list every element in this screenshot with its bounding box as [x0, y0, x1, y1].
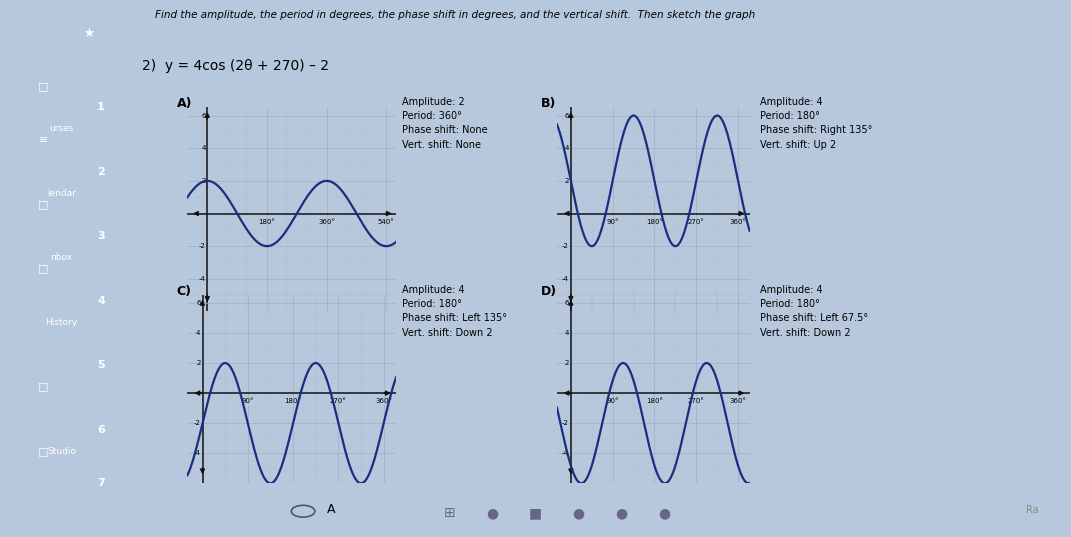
Text: 360°: 360° [729, 398, 746, 404]
Text: nbox: nbox [50, 253, 73, 262]
Text: 3: 3 [97, 231, 105, 241]
Text: ●: ● [615, 506, 628, 520]
Text: Amplitude: 4
Period: 180°
Phase shift: Left 67.5°
Vert. shift: Down 2: Amplitude: 4 Period: 180° Phase shift: L… [760, 285, 869, 338]
Text: 6: 6 [564, 113, 569, 119]
Text: □: □ [37, 264, 48, 273]
Text: □: □ [37, 199, 48, 209]
Text: 2)  y = 4cos (2θ + 270) – 2: 2) y = 4cos (2θ + 270) – 2 [142, 59, 329, 72]
Text: 90°: 90° [242, 398, 254, 404]
Text: □: □ [37, 81, 48, 91]
Text: 90°: 90° [606, 219, 619, 225]
Text: 180°: 180° [258, 219, 275, 225]
Text: 270°: 270° [688, 219, 705, 225]
Text: C): C) [177, 285, 192, 297]
Text: 180°: 180° [646, 219, 663, 225]
Text: 270°: 270° [688, 398, 705, 404]
Text: 2: 2 [97, 167, 105, 177]
Text: ■: ■ [529, 506, 542, 520]
Text: 4: 4 [196, 330, 200, 336]
Text: 540°: 540° [378, 219, 395, 225]
Text: 2: 2 [564, 178, 569, 184]
Text: 90°: 90° [606, 398, 619, 404]
Text: ⊞: ⊞ [444, 506, 455, 520]
Text: ●: ● [572, 506, 585, 520]
Text: Find the amplitude, the period in degrees, the phase shift in degrees, and the v: Find the amplitude, the period in degree… [155, 10, 755, 20]
Text: 270°: 270° [330, 398, 347, 404]
Text: -4: -4 [199, 276, 206, 282]
Text: -4: -4 [194, 450, 200, 456]
Text: Amplitude: 4
Period: 180°
Phase shift: Right 135°
Vert. shift: Up 2: Amplitude: 4 Period: 180° Phase shift: R… [760, 97, 873, 150]
Text: 4: 4 [201, 145, 206, 151]
Text: -2: -2 [562, 243, 569, 249]
Text: Studio: Studio [47, 447, 76, 455]
Text: 2: 2 [201, 178, 206, 184]
Text: Amplitude: 4
Period: 180°
Phase shift: Left 135°
Vert. shift: Down 2: Amplitude: 4 Period: 180° Phase shift: L… [402, 285, 507, 338]
Text: A: A [327, 503, 335, 516]
Text: 360°: 360° [318, 219, 335, 225]
Text: ≡: ≡ [39, 135, 48, 144]
Text: 180°: 180° [285, 398, 302, 404]
Text: -4: -4 [562, 450, 569, 456]
Text: 4: 4 [564, 145, 569, 151]
Text: 6: 6 [564, 300, 569, 306]
Text: Ra: Ra [1026, 505, 1039, 515]
Text: History: History [45, 318, 78, 326]
Text: A): A) [177, 97, 192, 110]
Text: lendar: lendar [47, 189, 76, 198]
Text: B): B) [541, 97, 556, 110]
Text: 5: 5 [97, 360, 105, 370]
Text: D): D) [541, 285, 557, 297]
Text: 4: 4 [564, 330, 569, 336]
Text: □: □ [37, 382, 48, 391]
Text: 180°: 180° [646, 398, 663, 404]
Text: 1: 1 [97, 103, 105, 112]
Text: Amplitude: 2
Period: 360°
Phase shift: None
Vert. shift: None: Amplitude: 2 Period: 360° Phase shift: N… [402, 97, 487, 150]
Text: 2: 2 [196, 360, 200, 366]
Text: ★: ★ [84, 27, 94, 40]
Text: ●: ● [486, 506, 499, 520]
Text: -4: -4 [562, 276, 569, 282]
Text: 2: 2 [564, 360, 569, 366]
Text: 7: 7 [97, 478, 105, 488]
Text: 4: 4 [97, 296, 105, 306]
Text: 6: 6 [196, 300, 200, 306]
Text: -2: -2 [199, 243, 206, 249]
Text: 6: 6 [201, 113, 206, 119]
Text: urses: urses [49, 125, 74, 133]
Text: ●: ● [658, 506, 670, 520]
Text: □: □ [37, 446, 48, 456]
Text: -2: -2 [562, 420, 569, 426]
Text: -2: -2 [194, 420, 200, 426]
Text: 360°: 360° [375, 398, 392, 404]
Text: 360°: 360° [729, 219, 746, 225]
Text: 6: 6 [97, 425, 105, 434]
